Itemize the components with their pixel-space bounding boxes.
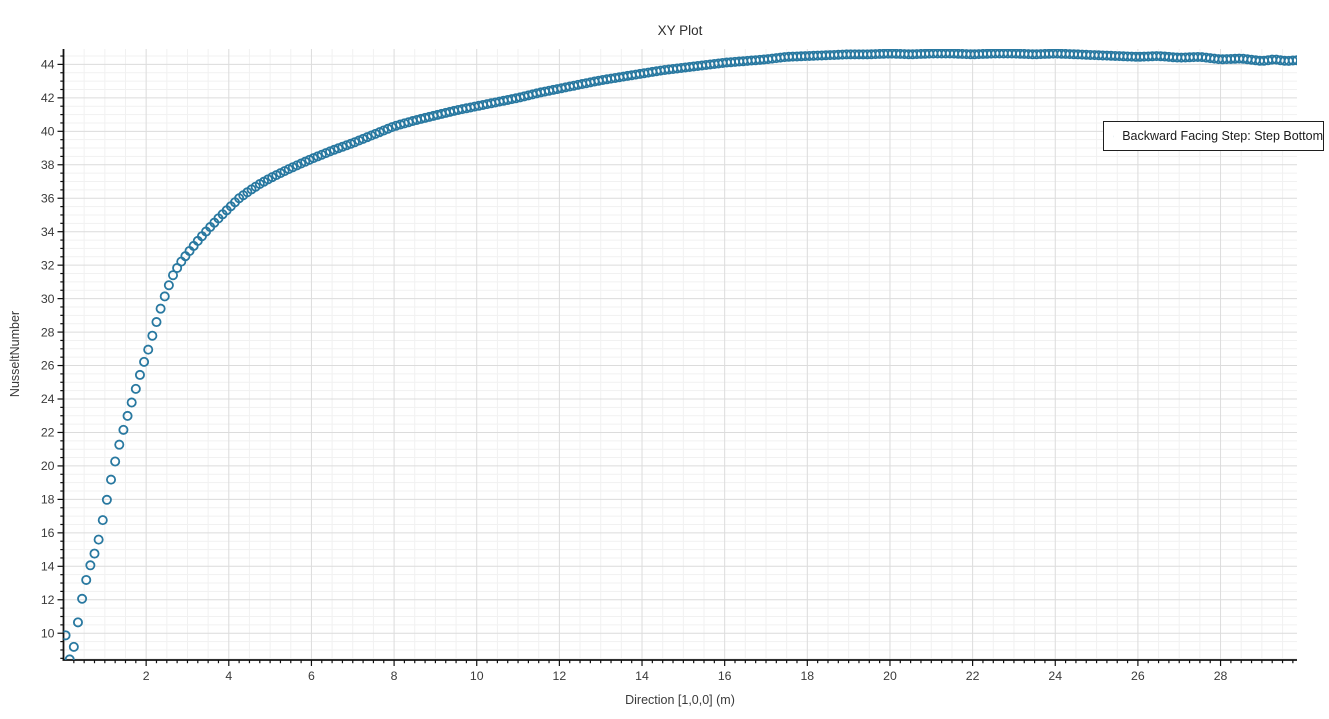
svg-text:2: 2: [143, 669, 150, 683]
svg-text:18: 18: [800, 669, 814, 683]
tick-labels: 2 4 6 8 10 12 14 16 18 20 22 24 26 281012141618202224…: [41, 58, 1228, 683]
svg-text:26: 26: [1131, 669, 1145, 683]
svg-text:24: 24: [41, 392, 55, 406]
svg-text:28: 28: [41, 325, 55, 339]
svg-text:20: 20: [883, 669, 897, 683]
svg-text:44: 44: [41, 58, 55, 72]
svg-text:12: 12: [41, 593, 55, 607]
svg-text:38: 38: [41, 158, 55, 172]
svg-text:14: 14: [41, 560, 55, 574]
svg-text:24: 24: [1048, 669, 1062, 683]
svg-text:6: 6: [308, 669, 315, 683]
svg-text:26: 26: [41, 359, 55, 373]
svg-text:28: 28: [1214, 669, 1228, 683]
svg-text:22: 22: [966, 669, 980, 683]
legend-box[interactable]: Backward Facing Step: Step Bottom: [1103, 121, 1324, 151]
y-axis-title: NusseltNumber: [8, 310, 22, 398]
svg-text:20: 20: [41, 459, 55, 473]
svg-text:8: 8: [391, 669, 398, 683]
svg-text:14: 14: [635, 669, 649, 683]
grid-minor: [63, 49, 1297, 660]
svg-text:40: 40: [41, 125, 55, 139]
svg-text:32: 32: [41, 258, 55, 272]
svg-text:34: 34: [41, 225, 55, 239]
svg-text:22: 22: [41, 426, 55, 440]
svg-text:10: 10: [41, 626, 55, 640]
svg-text:10: 10: [470, 669, 484, 683]
svg-text:18: 18: [41, 493, 55, 507]
svg-text:36: 36: [41, 191, 55, 205]
legend-series-label: Backward Facing Step: Step Bottom: [1122, 129, 1323, 143]
svg-text:42: 42: [41, 91, 55, 105]
svg-text:4: 4: [225, 669, 232, 683]
plot-title: XY Plot: [657, 23, 703, 38]
tick-marks: [57, 55, 1294, 666]
svg-text:30: 30: [41, 292, 55, 306]
svg-text:16: 16: [41, 526, 55, 540]
svg-text:16: 16: [718, 669, 732, 683]
svg-text:12: 12: [553, 669, 567, 683]
series-markers: [63, 49, 1297, 660]
x-axis-title: Direction [1,0,0] (m): [625, 693, 735, 707]
